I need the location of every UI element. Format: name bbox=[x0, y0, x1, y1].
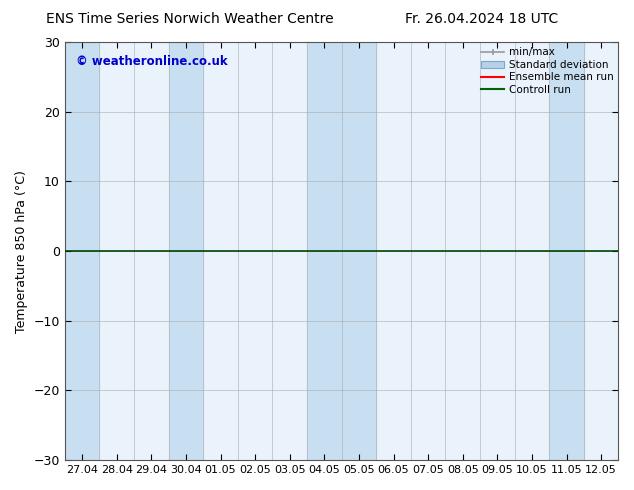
Text: Fr. 26.04.2024 18 UTC: Fr. 26.04.2024 18 UTC bbox=[405, 12, 559, 26]
Legend: min/max, Standard deviation, Ensemble mean run, Controll run: min/max, Standard deviation, Ensemble me… bbox=[479, 45, 616, 97]
Bar bbox=[169, 42, 204, 460]
Y-axis label: Temperature 850 hPa (°C): Temperature 850 hPa (°C) bbox=[15, 170, 28, 333]
Bar bbox=[307, 42, 376, 460]
Text: ENS Time Series Norwich Weather Centre: ENS Time Series Norwich Weather Centre bbox=[46, 12, 334, 26]
Text: © weatheronline.co.uk: © weatheronline.co.uk bbox=[76, 54, 228, 68]
Bar bbox=[549, 42, 584, 460]
Bar bbox=[65, 42, 100, 460]
